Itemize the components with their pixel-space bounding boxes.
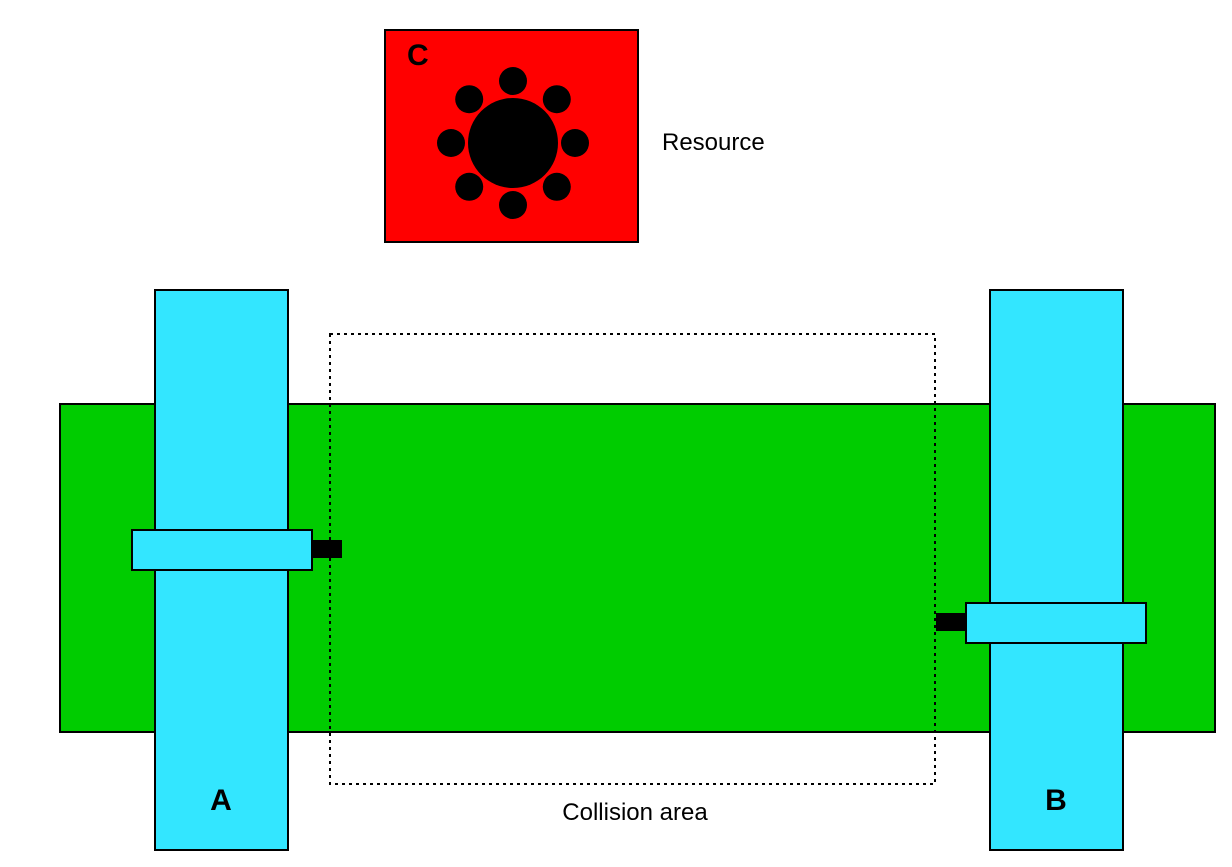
label-resource: Resource	[662, 129, 765, 156]
resource-orbit-dot	[499, 191, 527, 219]
resource-orbit-dot	[543, 173, 571, 201]
label-collision: Collision area	[562, 799, 708, 826]
arm-a-tip	[312, 540, 342, 558]
resource-orbit-dot	[437, 129, 465, 157]
label-b: B	[1045, 784, 1067, 817]
column-b	[990, 290, 1123, 850]
label-a: A	[210, 784, 232, 817]
diagram-canvas: A B C Resource Collision area	[0, 0, 1232, 867]
resource-center-circle	[468, 98, 558, 188]
arm-b-tip	[936, 613, 966, 631]
resource-orbit-dot	[499, 67, 527, 95]
resource-orbit-dot	[543, 85, 571, 113]
arm-a	[132, 530, 312, 570]
arm-b	[966, 603, 1146, 643]
resource-orbit-dot	[561, 129, 589, 157]
resource-orbit-dot	[455, 85, 483, 113]
resource-orbit-dot	[455, 173, 483, 201]
label-c: C	[407, 39, 429, 72]
